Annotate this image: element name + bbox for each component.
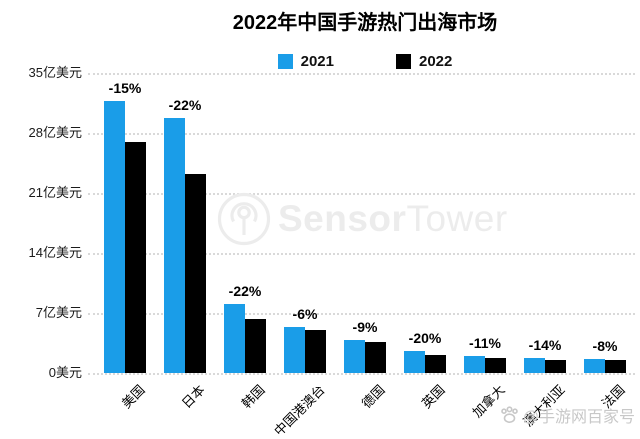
baijiahao-watermark-text: @手游网百家号 bbox=[522, 409, 635, 426]
bar-2021 bbox=[104, 101, 125, 373]
y-tick-label: 35亿美元 bbox=[28, 65, 82, 80]
bar-2021 bbox=[524, 357, 545, 373]
bar-2022 bbox=[605, 360, 626, 373]
x-tick-label: 日本 bbox=[178, 382, 208, 412]
bar-group: -14% 澳大利亚 bbox=[515, 73, 575, 430]
bar-group: -22% 日本 bbox=[155, 73, 215, 411]
pct-change-label: -20% bbox=[408, 329, 442, 346]
bar-group: -6% 中国港澳台 bbox=[271, 73, 335, 439]
bar-group: -9% 德国 bbox=[335, 73, 395, 411]
bar-2021 bbox=[404, 350, 425, 373]
pct-change-label: -9% bbox=[352, 318, 378, 335]
bar-2021 bbox=[584, 359, 605, 373]
x-tick-label: 德国 bbox=[358, 382, 388, 412]
x-tick-label: 韩国 bbox=[238, 382, 268, 412]
y-tick-label: 21亿美元 bbox=[28, 185, 82, 200]
bar-2021 bbox=[464, 355, 485, 373]
gridline bbox=[88, 373, 635, 375]
y-tick-label: 14亿美元 bbox=[28, 245, 82, 260]
bar-2021 bbox=[224, 303, 245, 373]
bar-2021 bbox=[284, 326, 305, 373]
bar-group: -22% 韩国 bbox=[215, 73, 275, 411]
bar-2022 bbox=[365, 342, 386, 373]
bar-pair bbox=[155, 118, 215, 373]
pct-change-label: -8% bbox=[592, 338, 618, 355]
bar-2022 bbox=[545, 359, 566, 373]
legend-label-2021: 2021 bbox=[300, 53, 334, 70]
bar-2022 bbox=[425, 355, 446, 373]
y-axis: 35亿美元 28亿美元 21亿美元 14亿美元 7亿美元 0美元 bbox=[0, 65, 88, 380]
bar-pair bbox=[575, 359, 635, 373]
legend-entry-2022: 2022 bbox=[396, 53, 452, 70]
pct-change-label: -22% bbox=[228, 282, 262, 299]
y-tick-label: 7亿美元 bbox=[35, 305, 82, 320]
bar-2022 bbox=[485, 357, 506, 373]
bar-2022 bbox=[305, 330, 326, 373]
bar-group: -8% 法国 bbox=[575, 73, 635, 411]
bar-pair bbox=[455, 355, 515, 373]
x-tick-label: 英国 bbox=[418, 382, 448, 412]
legend-swatch-2022 bbox=[396, 54, 411, 69]
baijiahao-watermark: @手游网百家号 bbox=[500, 403, 635, 427]
bar-2022 bbox=[125, 141, 146, 373]
plot-area: SensorTower -15% 美国 -22% 日本 -22% 韩国 -6% 中国港澳台 -9… bbox=[88, 73, 635, 439]
bar-pair bbox=[395, 350, 455, 373]
gridline bbox=[88, 313, 635, 315]
bar-2021 bbox=[164, 118, 185, 373]
pct-change-label: -14% bbox=[528, 336, 562, 353]
pct-change-label: -22% bbox=[168, 97, 202, 114]
pct-change-label: -6% bbox=[292, 305, 318, 322]
bar-pair bbox=[215, 303, 275, 373]
bar-pair bbox=[335, 339, 395, 373]
bar-2021 bbox=[344, 339, 365, 373]
x-tick-label: 美国 bbox=[118, 382, 148, 412]
x-tick-label: 中国港澳台 bbox=[271, 382, 328, 439]
bar-group: -11% 加拿大 bbox=[455, 73, 515, 420]
bar-2022 bbox=[185, 174, 206, 373]
y-tick-label: 28亿美元 bbox=[28, 125, 82, 140]
legend-entry-2021: 2021 bbox=[277, 53, 334, 70]
bar-pair bbox=[515, 357, 575, 373]
chart-title: 2022年中国手游热门出海市场 bbox=[232, 12, 498, 34]
bar-2022 bbox=[245, 319, 266, 373]
bar-group: -20% 英国 bbox=[395, 73, 455, 411]
legend-label-2022: 2022 bbox=[419, 53, 453, 70]
paw-icon bbox=[500, 406, 518, 423]
pct-change-label: -11% bbox=[469, 334, 501, 351]
bar-group: -15% 美国 bbox=[95, 73, 155, 411]
bar-pair bbox=[275, 326, 335, 373]
legend-swatch-2021 bbox=[277, 54, 293, 69]
y-tick-label: 0美元 bbox=[48, 365, 82, 380]
gridline bbox=[88, 253, 635, 255]
legend: 2021 2022 bbox=[95, 53, 635, 70]
bar-groups: -15% 美国 -22% 日本 -22% 韩国 -6% 中国港澳台 -9% 德国 -20% 英国 -11… bbox=[95, 73, 635, 439]
bar-pair bbox=[95, 101, 155, 373]
pct-change-label: -15% bbox=[108, 80, 142, 97]
gridline bbox=[88, 73, 635, 75]
gridline bbox=[88, 133, 635, 135]
gridline bbox=[88, 193, 635, 195]
